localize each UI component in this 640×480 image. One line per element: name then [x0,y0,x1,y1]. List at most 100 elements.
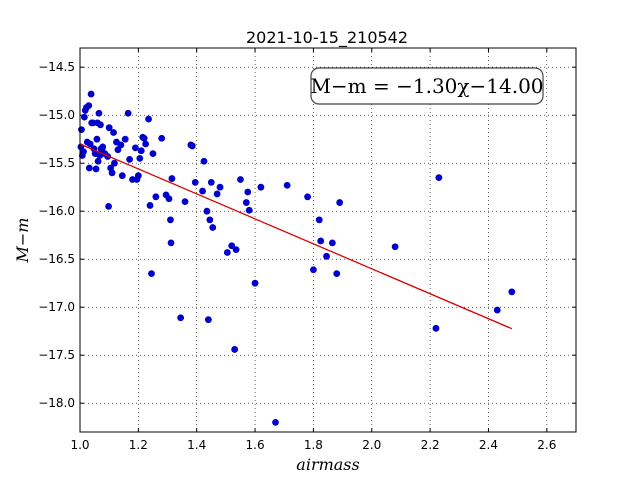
fit-line-group [79,143,513,330]
data-point [242,199,250,206]
data-point [93,135,101,143]
data-point [105,203,112,210]
data-point [149,150,157,158]
data-point [200,157,208,165]
data-point [85,102,93,109]
data-point [165,195,173,203]
plot-frame [79,47,577,433]
data-point [108,169,116,177]
data-point [207,179,215,186]
data-point [251,279,259,287]
data-point [317,237,325,245]
x-tick-label: 1.0 [70,438,89,452]
data-point [493,306,501,314]
data-point [257,183,265,191]
data-point [199,187,206,195]
data-point [97,121,104,129]
data-point [333,270,341,277]
y-tick-label: −16.5 [38,252,75,266]
y-axis-label: M−m [13,218,32,264]
data-point [132,144,139,152]
data-point [117,141,125,149]
data-point [145,115,152,123]
data-point [237,176,244,183]
y-tick-label: −15.0 [38,108,75,122]
data-point [310,266,317,274]
axis-ticks: 1.0 1.2 1.4 1.6 1.8 2.0 2.2 2.4 2.6 −14.5 −15.0 −15… [38,48,576,452]
data-point [148,270,155,277]
y-tick-label: −17.0 [38,300,75,314]
data-point [167,239,175,247]
data-point [177,314,185,322]
data-point [168,175,176,182]
data-point [142,140,150,148]
data-point [110,129,117,136]
y-tick-label: −18.0 [38,396,75,410]
data-point [85,164,93,172]
data-point [95,109,103,117]
y-tick-label: −16.0 [38,204,75,218]
data-point [206,216,214,224]
data-point [99,143,107,151]
data-point [244,188,252,196]
fit-label-box [310,67,544,105]
data-point [152,193,160,201]
data-point [111,159,118,167]
data-point [245,206,253,214]
y-tick-label: −14.5 [38,60,75,74]
data-point [188,142,196,150]
fit-line [79,143,513,330]
data-point [435,174,443,182]
data-point [92,165,100,173]
data-point [78,126,85,133]
data-point [94,157,102,165]
grid [80,48,576,432]
data-point [213,190,221,198]
data-point [304,193,311,201]
x-tick-label: 2.6 [537,438,556,452]
data-point [336,199,344,206]
data-point [181,198,189,206]
data-point [231,346,239,353]
data-point [272,419,279,426]
data-point [86,140,94,148]
data-point [232,246,240,254]
y-tick-label: −17.5 [38,348,75,362]
data-point [228,242,236,250]
data-point [328,239,336,247]
x-tick-label: 1.6 [246,438,265,452]
x-tick-label: 1.4 [187,438,206,452]
x-tick-label: 2.0 [362,438,381,452]
data-point [315,216,323,224]
x-axis-label: airmass [296,455,359,474]
data-point [323,252,330,260]
data-point [121,135,129,143]
data-point [124,109,132,117]
data-point [209,224,217,231]
x-tick-label: 2.4 [479,438,498,452]
data-point [146,202,154,209]
x-tick-label: 1.2 [129,438,148,452]
data-point [283,181,291,189]
x-tick-label: 2.2 [421,438,440,452]
data-point [158,134,166,142]
data-point [432,324,440,332]
data-point [508,288,516,296]
data-point [105,124,113,132]
data-points [77,90,516,426]
data-point [126,155,133,163]
data-point [203,207,211,215]
data-point [140,134,148,142]
data-point [80,148,87,156]
data-point [118,172,126,180]
x-tick-label: 1.8 [304,438,323,452]
y-tick-label: −15.5 [38,156,75,170]
data-point [87,90,95,98]
data-point [223,249,231,256]
data-point [391,243,399,251]
chart-title: 2021-10-15_210542 [246,28,408,48]
data-point [136,155,144,162]
data-point [80,113,88,121]
fit-label: M−m = −1.30χ−14.00 [310,74,543,98]
